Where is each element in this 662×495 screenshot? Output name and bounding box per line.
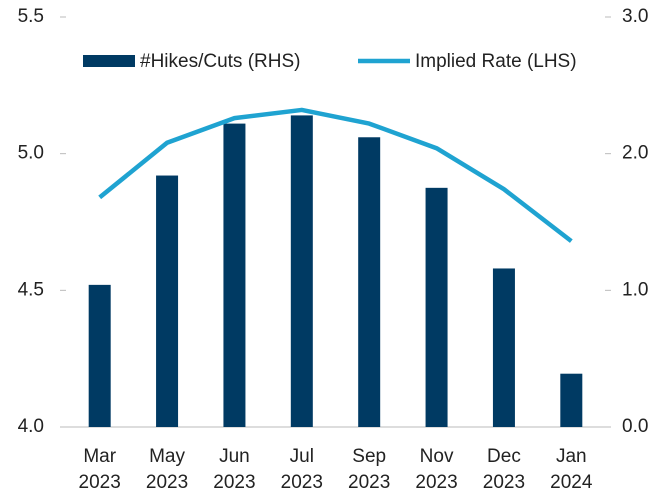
legend-label: Implied Rate (LHS) <box>415 51 577 72</box>
y-tick-label: 5.5 <box>18 6 44 27</box>
y-tick-label: 4.5 <box>18 279 44 300</box>
x-tick-label-line: Nov <box>420 446 454 467</box>
y2-tick-label: 3.0 <box>622 6 648 27</box>
y2-tick-label: 0.0 <box>622 416 648 437</box>
x-tick-label-line: May <box>149 446 185 467</box>
y-tick-label: 4.0 <box>18 416 44 437</box>
x-tick-label-line: Jan <box>556 446 587 467</box>
x-tick-label: Nov 2023 <box>415 446 457 493</box>
bar <box>290 115 313 428</box>
bar <box>492 268 515 427</box>
bar <box>560 373 583 427</box>
x-tick-label: Jan 2024 <box>550 446 593 493</box>
x-tick-label-line: Jul <box>290 446 314 467</box>
bar <box>358 137 381 427</box>
x-tick-label-line: 2023 <box>213 472 255 493</box>
x-tick-label: Mar 2023 <box>79 446 121 493</box>
x-tick-label: May 2023 <box>146 446 188 493</box>
x-tick-label: Sep 2023 <box>348 446 390 493</box>
x-tick-label-line: Sep <box>352 446 386 467</box>
x-tick-label-line: 2023 <box>79 472 121 493</box>
x-tick-label-line: Mar <box>83 446 116 467</box>
line <box>98 107 573 243</box>
x-tick-label-line: 2023 <box>281 472 323 493</box>
x-tick-label-line: 2023 <box>415 472 457 493</box>
x-tick-label-line: 2023 <box>146 472 188 493</box>
y2-tick-label: 1.0 <box>622 279 648 300</box>
y2-tick-label: 2.0 <box>622 143 648 164</box>
legend-swatch <box>83 55 135 67</box>
x-tick-label-line: 2024 <box>550 472 593 493</box>
x-tick-label: Jun 2023 <box>213 446 255 493</box>
bar <box>425 187 448 427</box>
bar <box>156 175 179 427</box>
bar <box>88 284 111 427</box>
y-tick-label: 5.0 <box>18 143 44 164</box>
x-tick-label-line: Jun <box>219 446 250 467</box>
x-tick-label: Jul 2023 <box>281 446 323 493</box>
bar <box>223 123 246 427</box>
legend-label: #Hikes/Cuts (RHS) <box>140 51 300 72</box>
x-tick-label-line: Dec <box>487 446 521 467</box>
x-tick-label-line: 2023 <box>348 472 390 493</box>
x-tick-label-line: 2023 <box>483 472 525 493</box>
x-tick-label: Dec 2023 <box>483 446 525 493</box>
